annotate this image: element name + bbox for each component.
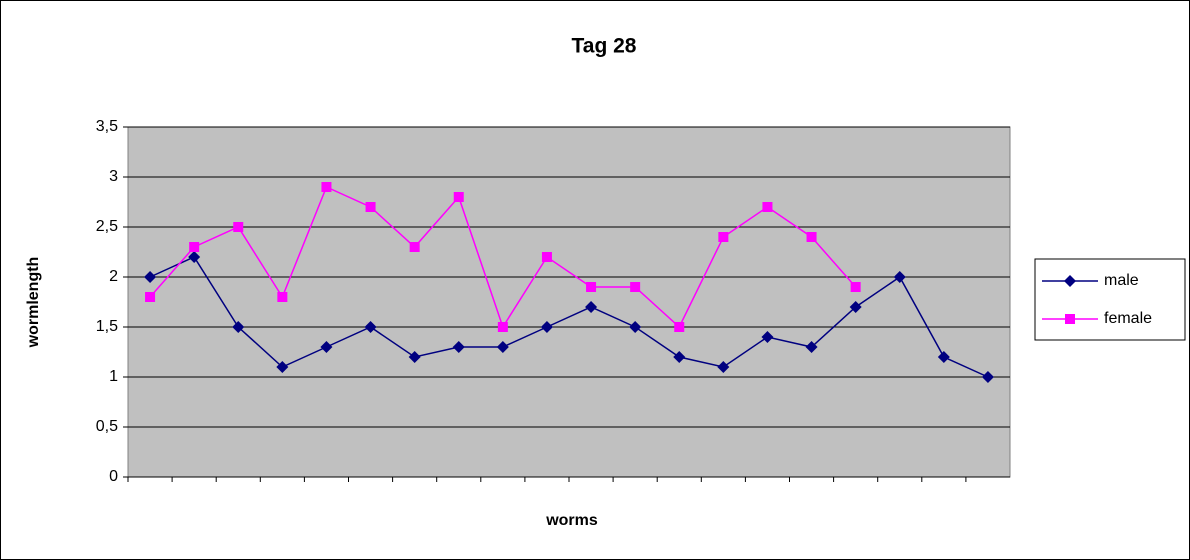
data-point (320, 341, 333, 353)
data-point (408, 351, 421, 363)
data-point (674, 322, 685, 332)
data-point (806, 232, 817, 242)
legend-box (1034, 258, 1186, 341)
data-point (453, 192, 464, 202)
data-point (189, 242, 200, 252)
data-point (673, 351, 686, 363)
data-point (364, 321, 377, 333)
data-point (232, 321, 245, 333)
data-point (496, 341, 509, 353)
data-point (937, 351, 950, 363)
data-point (144, 271, 157, 283)
legend-label: female (1104, 310, 1152, 327)
data-point (805, 341, 818, 353)
data-point (277, 292, 288, 302)
data-point (276, 361, 289, 373)
y-tick-label: 1 (109, 368, 118, 385)
data-point (233, 222, 244, 232)
data-point (761, 331, 774, 343)
data-point (586, 282, 597, 292)
data-point (585, 301, 598, 313)
legend-marker (1064, 275, 1076, 287)
data-point (718, 232, 729, 242)
data-point (849, 301, 862, 313)
series-line (149, 256, 989, 378)
legend-label: male (1104, 272, 1139, 289)
x-axis-label: worms (545, 512, 598, 529)
y-tick-label: 3 (109, 168, 118, 185)
y-tick-label: 2 (109, 268, 118, 285)
data-point (717, 361, 730, 373)
data-point (321, 182, 332, 192)
data-point (145, 292, 156, 302)
y-tick-label: 2,5 (96, 218, 118, 235)
data-point (188, 251, 201, 263)
data-point (850, 282, 861, 292)
data-point (629, 321, 642, 333)
data-point (893, 271, 906, 283)
data-point (541, 252, 552, 262)
y-tick-label: 1,5 (96, 318, 118, 335)
legend-marker (1065, 314, 1075, 324)
chart-title: Tag 28 (572, 35, 637, 58)
data-point (365, 202, 376, 212)
data-point (540, 321, 553, 333)
data-point (409, 242, 420, 252)
data-point (452, 341, 465, 353)
y-axis-label: wormlength (25, 257, 42, 349)
y-tick-label: 3,5 (96, 118, 118, 135)
data-point (981, 371, 994, 383)
data-point (497, 322, 508, 332)
y-tick-label: 0 (109, 468, 118, 485)
data-point (762, 202, 773, 212)
plot-area (127, 126, 1011, 478)
y-tick-label: 0,5 (96, 418, 118, 435)
data-point (630, 282, 641, 292)
